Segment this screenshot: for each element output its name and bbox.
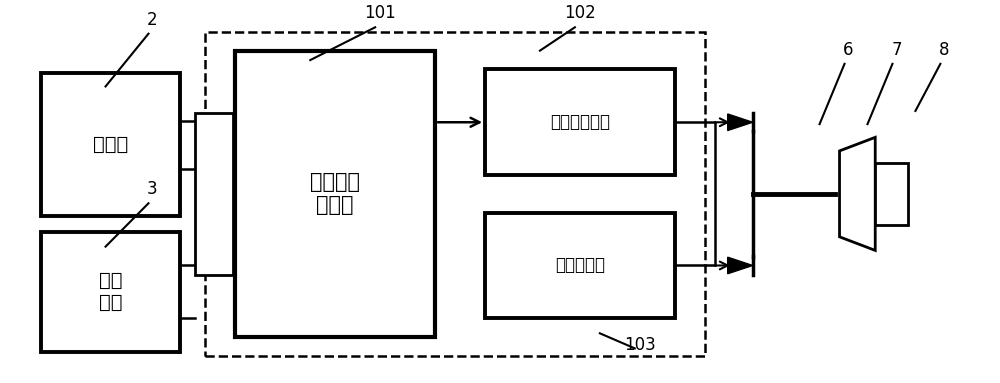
Bar	[41, 232, 180, 352]
Bar	[41, 73, 180, 216]
Bar	[485, 69, 675, 175]
Text: 发爆器: 发爆器	[93, 135, 128, 154]
Text: 102: 102	[564, 4, 596, 22]
Bar	[485, 213, 675, 318]
Bar	[235, 51, 435, 337]
Text: 2: 2	[147, 11, 158, 29]
Text: 起爆
药卷: 起爆 药卷	[99, 271, 122, 313]
Polygon shape	[728, 257, 753, 274]
Text: 电流脉冲
互感器: 电流脉冲 互感器	[310, 172, 360, 216]
Text: 3: 3	[147, 180, 158, 198]
Text: 103: 103	[624, 336, 656, 354]
Bar	[195, 113, 233, 275]
Bar	[875, 163, 908, 225]
Text: 脉冲整形电路: 脉冲整形电路	[550, 113, 610, 131]
Text: 6: 6	[843, 41, 854, 59]
Bar	[205, 32, 705, 356]
Text: 8: 8	[939, 41, 950, 59]
Polygon shape	[840, 137, 875, 250]
Polygon shape	[728, 114, 753, 131]
Text: 爆破拾震器: 爆破拾震器	[555, 257, 605, 275]
Text: 7: 7	[891, 41, 902, 59]
Text: 101: 101	[364, 4, 396, 22]
